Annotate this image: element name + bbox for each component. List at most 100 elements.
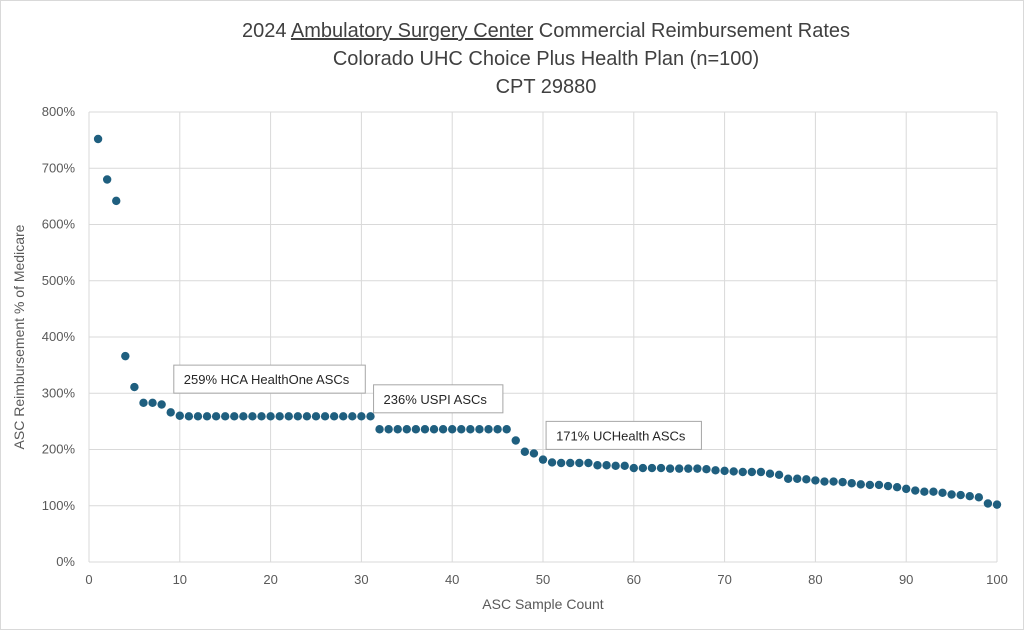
data-point bbox=[765, 469, 775, 478]
data-point bbox=[802, 475, 811, 484]
y-axis-title: ASC Reimbursement % of Medicare bbox=[11, 224, 27, 449]
x-tick-label: 60 bbox=[627, 572, 641, 587]
data-point bbox=[665, 464, 675, 473]
data-point bbox=[938, 488, 947, 498]
data-point bbox=[911, 486, 920, 495]
data-point bbox=[756, 467, 766, 477]
x-tick-label: 80 bbox=[808, 572, 822, 587]
data-point bbox=[102, 175, 112, 184]
data-point bbox=[538, 455, 548, 464]
data-points bbox=[93, 134, 1002, 509]
data-point bbox=[121, 351, 130, 361]
annotation-text: 259% HCA HealthOne ASCs bbox=[184, 372, 350, 387]
data-point bbox=[920, 487, 929, 496]
x-tick-label: 10 bbox=[173, 572, 187, 587]
data-point bbox=[157, 400, 166, 409]
data-point bbox=[230, 412, 239, 421]
data-point bbox=[511, 436, 520, 445]
data-point bbox=[384, 425, 393, 434]
data-point bbox=[956, 490, 965, 500]
title-line-2: Colorado UHC Choice Plus Health Plan (n=… bbox=[333, 48, 759, 70]
x-tick-label: 20 bbox=[263, 572, 277, 587]
data-point bbox=[983, 499, 993, 508]
data-point bbox=[892, 482, 902, 492]
x-tick-label: 70 bbox=[717, 572, 731, 587]
y-tick-label: 700% bbox=[42, 160, 76, 175]
data-point bbox=[929, 487, 938, 496]
data-point bbox=[411, 425, 421, 434]
data-point bbox=[856, 480, 865, 489]
data-point bbox=[166, 408, 175, 417]
data-point bbox=[239, 412, 248, 421]
data-point bbox=[883, 481, 893, 491]
x-tick-label: 30 bbox=[354, 572, 368, 587]
data-point bbox=[720, 466, 729, 476]
data-point bbox=[311, 412, 321, 421]
x-tick-labels: 0 10 20 30 40 50 60 70 80 90 100 bbox=[85, 572, 1007, 587]
data-point bbox=[357, 412, 366, 421]
y-tick-label: 800% bbox=[42, 104, 76, 119]
annotation-label: 236% USPI ASCs bbox=[373, 384, 504, 414]
data-point bbox=[711, 466, 720, 475]
data-point bbox=[965, 491, 974, 501]
data-point bbox=[493, 425, 502, 434]
data-point bbox=[656, 463, 666, 473]
x-axis-title: ASC Sample Count bbox=[482, 596, 604, 612]
data-point bbox=[820, 477, 829, 486]
data-point bbox=[348, 412, 357, 421]
title-line-1-underlined: Ambulatory Surgery Center bbox=[291, 20, 534, 42]
data-point bbox=[638, 463, 648, 473]
data-point bbox=[329, 412, 339, 421]
y-tick-label: 500% bbox=[42, 273, 76, 288]
data-point bbox=[457, 425, 466, 434]
chart-title: 2024 Ambulatory Surgery Center Commercia… bbox=[242, 20, 850, 98]
title-line-1-suffix: Commercial Reimbursement Rates bbox=[533, 20, 850, 42]
data-point bbox=[221, 412, 230, 421]
data-point bbox=[466, 425, 475, 434]
data-point bbox=[202, 412, 212, 421]
data-point bbox=[620, 461, 629, 471]
x-tick-label: 100 bbox=[986, 572, 1008, 587]
data-point bbox=[211, 412, 221, 421]
data-point bbox=[130, 382, 139, 392]
data-point bbox=[584, 458, 593, 468]
annotation-box bbox=[373, 384, 504, 414]
data-point bbox=[112, 196, 121, 206]
gridlines bbox=[88, 111, 998, 563]
data-point bbox=[448, 425, 457, 434]
data-point bbox=[747, 467, 757, 477]
data-point bbox=[902, 484, 911, 494]
data-point bbox=[257, 412, 266, 421]
annotation-box bbox=[545, 420, 702, 450]
y-tick-label: 0% bbox=[56, 554, 75, 569]
y-tick-labels: 0% 100% 200% 300% 400% 500% 600% 700% 800% bbox=[42, 104, 76, 569]
x-tick-label: 90 bbox=[899, 572, 913, 587]
data-point bbox=[865, 480, 875, 490]
data-point bbox=[575, 458, 584, 468]
data-point bbox=[811, 476, 820, 485]
data-point bbox=[393, 425, 402, 434]
data-point bbox=[193, 412, 203, 421]
data-point bbox=[339, 412, 348, 421]
y-tick-label: 100% bbox=[42, 498, 76, 513]
data-point bbox=[738, 467, 747, 477]
data-point bbox=[838, 477, 847, 487]
annotation-text: 236% USPI ASCs bbox=[384, 392, 488, 407]
data-point bbox=[402, 425, 411, 434]
data-point bbox=[248, 412, 257, 421]
data-point bbox=[684, 464, 693, 473]
data-point bbox=[602, 461, 611, 470]
data-point bbox=[484, 425, 493, 434]
data-point bbox=[611, 461, 620, 471]
annotation-label: 171% UCHealth ASCs bbox=[545, 420, 702, 450]
data-point bbox=[284, 412, 293, 421]
data-point bbox=[774, 470, 784, 480]
title-line-3: CPT 29880 bbox=[496, 76, 597, 98]
data-point bbox=[266, 412, 275, 421]
data-point bbox=[529, 449, 539, 458]
data-point bbox=[974, 493, 984, 502]
y-tick-label: 300% bbox=[42, 385, 76, 400]
title-line-1-prefix: 2024 bbox=[242, 20, 291, 42]
data-point bbox=[693, 464, 702, 473]
annotation-box bbox=[173, 364, 366, 394]
